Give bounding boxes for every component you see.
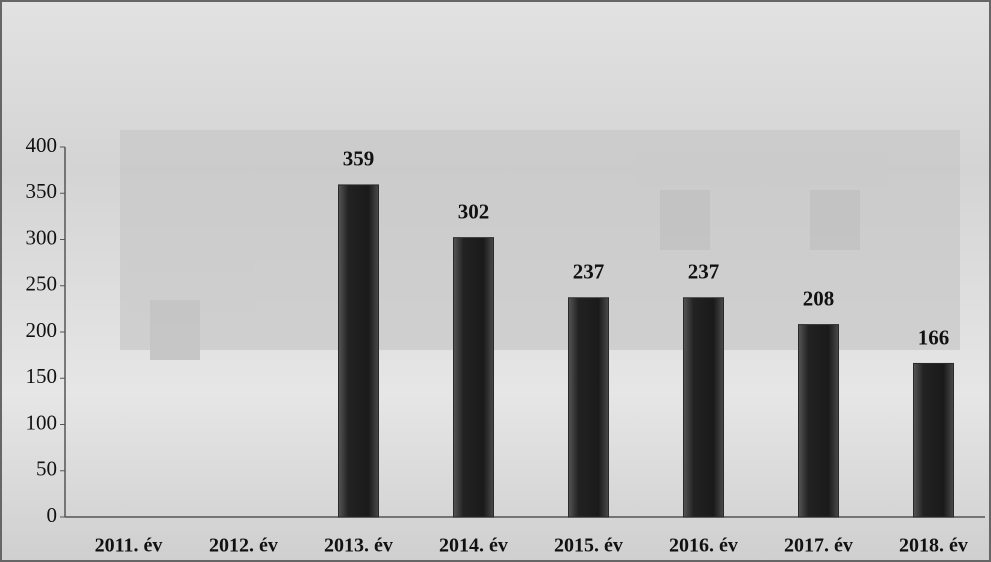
- x-tick-label: 2011. év: [95, 535, 163, 557]
- value-label: 208: [803, 286, 835, 310]
- bar: [799, 325, 839, 517]
- bar: [684, 298, 724, 517]
- y-tick-label: 0: [47, 503, 58, 527]
- y-tick-label: 350: [26, 179, 58, 203]
- x-tick-label: 2017. év: [784, 535, 853, 557]
- x-tick-label: 2012. év: [209, 535, 278, 557]
- y-tick-label: 100: [26, 410, 58, 434]
- y-tick-label: 150: [26, 364, 58, 388]
- y-tick-label: 400: [26, 133, 58, 157]
- bar: [339, 185, 379, 517]
- bar: [914, 363, 954, 517]
- y-tick-label: 250: [26, 272, 58, 296]
- y-tick-label: 200: [26, 318, 58, 342]
- bar: [454, 238, 494, 517]
- x-tick-label: 2016. év: [669, 535, 738, 557]
- value-label: 359: [343, 147, 375, 171]
- bar: [569, 298, 609, 517]
- value-label: 237: [688, 260, 720, 284]
- x-tick-label: 2015. év: [554, 535, 623, 557]
- value-label: 302: [458, 199, 490, 223]
- x-tick-label: 2014. év: [439, 535, 508, 557]
- y-tick-label: 300: [26, 225, 58, 249]
- chart: 0 50 100 150 200 250 300 350 400 2011. év 2012. év…: [0, 0, 991, 562]
- x-tick-label: 2013. év: [324, 535, 393, 557]
- y-tick-label: 50: [36, 457, 57, 481]
- value-label: 166: [918, 325, 950, 349]
- value-label: 237: [573, 260, 605, 284]
- x-tick-label: 2018. év: [899, 535, 968, 557]
